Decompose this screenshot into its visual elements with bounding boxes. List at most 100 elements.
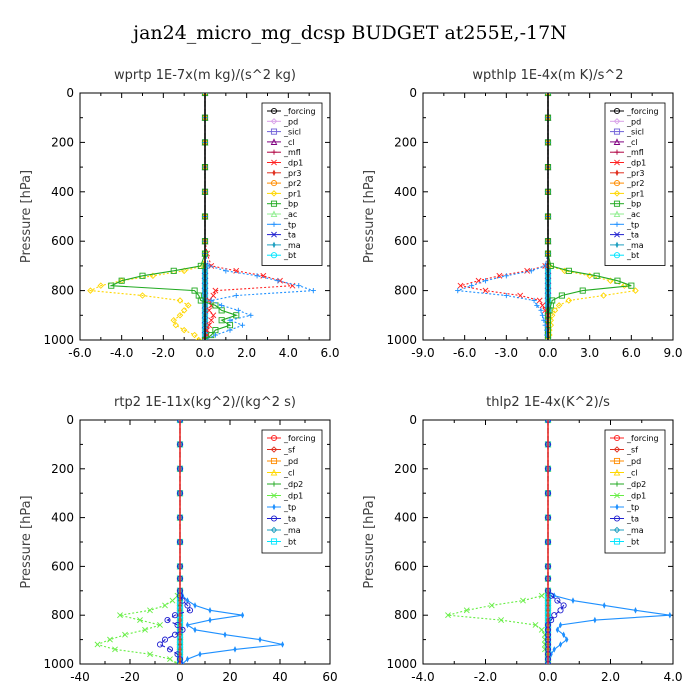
- legend-marker: [270, 200, 278, 207]
- data-point: [542, 322, 548, 328]
- data-point: [555, 302, 563, 309]
- x-tick-label: -2.0: [152, 346, 175, 360]
- y-tick-label: 1000: [43, 333, 74, 347]
- legend-label: _sicl: [283, 128, 301, 137]
- x-tick-label: 4.0: [279, 346, 298, 360]
- legend-marker: [270, 434, 278, 442]
- y-tick-label: 1000: [386, 333, 417, 347]
- data-point: [185, 302, 192, 309]
- data-point: [633, 607, 638, 614]
- legend-marker: [613, 118, 621, 125]
- y-axis-label: Pressure [hPa]: [19, 495, 34, 588]
- legend-label: _dp1: [283, 159, 303, 168]
- data-point: [632, 287, 639, 294]
- x-tick-label: -9.0: [411, 346, 434, 360]
- data-point: [157, 622, 163, 628]
- data-point: [668, 611, 672, 619]
- data-point: [197, 262, 204, 269]
- legend: _forcing _sf _pd _cl _dp2 _dp1 _tp _ta _ma _bt: [261, 429, 323, 554]
- data-point: [233, 646, 237, 653]
- data-point: [524, 267, 531, 274]
- legend-marker: [613, 457, 621, 465]
- x-tick-label: 2.0: [237, 346, 256, 360]
- series-layer: [87, 93, 316, 340]
- y-tick-label: 400: [394, 511, 417, 525]
- x-tick-label: 0: [176, 670, 184, 684]
- legend-label: _pr3: [283, 169, 301, 178]
- legend-label: _forcing: [283, 107, 316, 116]
- data-point: [482, 287, 489, 294]
- data-point: [210, 292, 217, 299]
- legend-marker: [613, 128, 621, 135]
- legend-label: _cl: [626, 469, 638, 478]
- data-point: [198, 650, 202, 658]
- y-axis-label: Pressure [hPa]: [19, 170, 34, 263]
- data-point: [538, 592, 545, 599]
- data-point: [223, 631, 227, 638]
- data-point: [137, 617, 143, 623]
- data-point: [107, 636, 113, 643]
- series-line-tp: [204, 93, 314, 340]
- legend-label: _pd: [283, 117, 298, 126]
- legend-marker: [613, 190, 621, 197]
- data-point: [534, 302, 540, 309]
- legend-label: _bp: [626, 200, 641, 209]
- data-point: [544, 336, 552, 340]
- legend-marker: [613, 446, 621, 453]
- data-point: [558, 641, 563, 648]
- y-tick-label: 1000: [386, 657, 417, 671]
- budget-panel-3: rtp2 1E-11x(kg^2)/(kg^2 s) Pressure [hPa]…: [19, 395, 338, 684]
- legend-marker: [271, 492, 277, 499]
- legend-label: _bt: [283, 538, 296, 547]
- legend-label: _ma: [283, 241, 301, 250]
- legend-marker: [270, 190, 278, 197]
- data-point: [541, 641, 548, 648]
- legend-marker: [613, 107, 621, 115]
- legend-label: _bt: [626, 251, 639, 260]
- data-point: [191, 287, 198, 294]
- legend-marker: [614, 481, 620, 487]
- data-point: [118, 277, 125, 284]
- legend-label: _dp1: [626, 492, 646, 501]
- legend-marker: [270, 118, 278, 125]
- x-tick-label: -4.0: [110, 346, 133, 360]
- data-point: [558, 292, 565, 299]
- legend-marker: [270, 180, 278, 187]
- x-tick-label: 0.0: [195, 346, 214, 360]
- series-line-ta: [159, 420, 191, 664]
- legend-label: _ta: [283, 231, 296, 240]
- data-point: [186, 607, 194, 614]
- series-line-dp1: [460, 93, 549, 340]
- data-point: [503, 292, 509, 299]
- data-point: [161, 636, 169, 643]
- data-point: [565, 267, 572, 274]
- y-tick-label: 600: [51, 559, 74, 573]
- y-tick-label: 800: [51, 284, 74, 298]
- data-point: [212, 287, 219, 294]
- legend-label: _mfl: [283, 148, 301, 157]
- legend-label: _dp2: [626, 480, 646, 489]
- data-point: [258, 636, 262, 643]
- data-point: [555, 626, 560, 634]
- x-tick-label: -6.0: [453, 346, 476, 360]
- y-tick-label: 400: [51, 511, 74, 525]
- y-tick-label: 0: [66, 413, 74, 427]
- data-point: [185, 621, 190, 629]
- data-point: [482, 278, 489, 284]
- legend-label: _bt: [283, 251, 296, 260]
- data-point: [240, 611, 245, 619]
- data-point: [539, 302, 546, 309]
- data-point: [600, 292, 607, 299]
- data-point: [488, 602, 495, 609]
- legend-label: _ac: [626, 210, 640, 219]
- panel-title: wprtp 1E-7x(m kg)/(s^2 kg): [114, 68, 296, 83]
- data-point: [310, 288, 316, 294]
- data-point: [541, 631, 548, 638]
- data-point: [176, 312, 184, 319]
- legend-label: _forcing: [626, 107, 659, 116]
- legend-marker: [613, 200, 621, 207]
- x-tick-label: -6.0: [68, 346, 91, 360]
- y-tick-label: 800: [394, 284, 417, 298]
- data-point: [541, 636, 548, 643]
- legend-marker: [272, 169, 276, 177]
